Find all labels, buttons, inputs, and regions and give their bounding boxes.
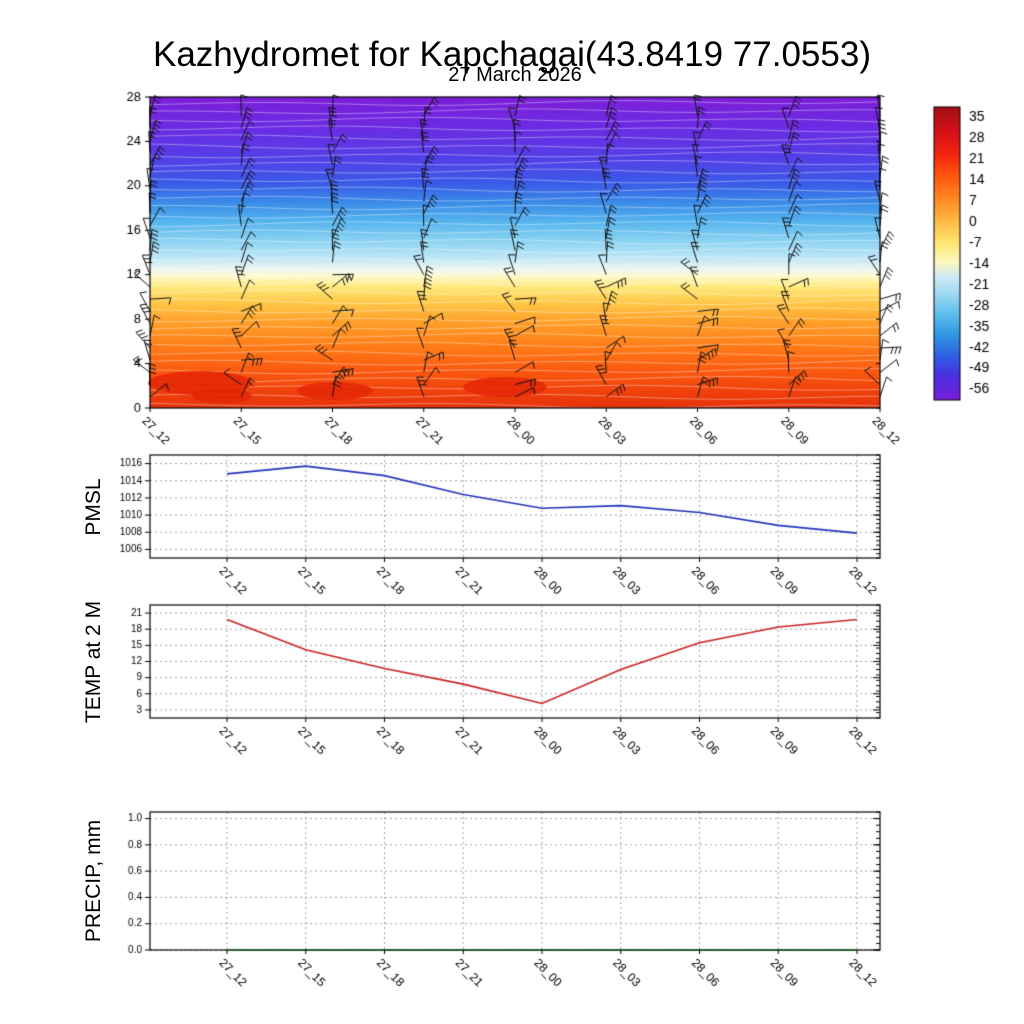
- date-subtitle: 27 March 2026: [448, 64, 582, 86]
- page-title: Kazhydromet for Kapchagai(43.8419 77.055…: [153, 35, 871, 75]
- precip-axis-label: PRECIP, mm: [82, 819, 105, 943]
- pmsl-axis-label: PMSL: [82, 478, 105, 536]
- temp-axis-label: TEMP at 2 M: [82, 600, 105, 724]
